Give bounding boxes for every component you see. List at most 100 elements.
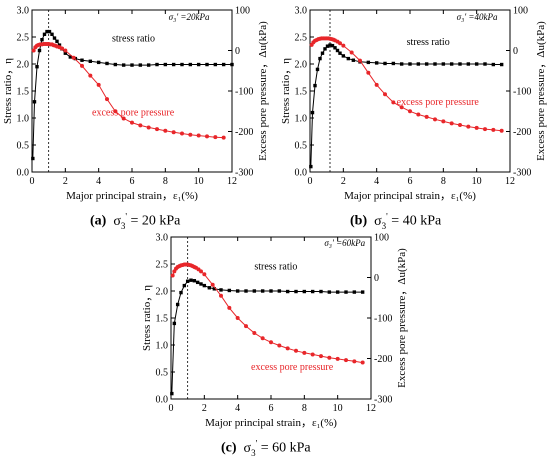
pore-pressure-point <box>163 128 168 133</box>
y2-tick-label: 100 <box>235 6 250 17</box>
caption-c: (c) σ3' = 60 kPa <box>221 438 311 457</box>
pore-pressure-point <box>199 269 203 274</box>
pore-pressure-point <box>252 330 257 335</box>
pore-pressure-point <box>196 133 201 138</box>
stress-ratio-point <box>37 48 42 53</box>
pore-pressure-point <box>235 316 240 320</box>
stress-ratio-point <box>374 61 379 65</box>
stress-ratio-point <box>57 43 62 47</box>
pore-pressure-point <box>310 352 315 357</box>
stress-ratio-point <box>441 62 446 66</box>
pore-pressure-point <box>366 70 371 75</box>
stress-ratio-point <box>351 58 356 62</box>
caption-b-sigma: σ3' <box>374 211 388 231</box>
pore-pressure-point <box>358 58 362 63</box>
stress-ratio-point <box>170 391 174 396</box>
stress-ratio-point <box>202 283 207 288</box>
y-tick-label: 1.0 <box>295 114 308 125</box>
stress-ratio-point <box>179 290 183 295</box>
plot-frame <box>309 9 511 173</box>
pore-pressure-point <box>180 131 184 136</box>
x-tick-label: 4 <box>235 403 240 414</box>
caption-b-label: (b) <box>350 213 368 229</box>
pore-pressure-point <box>105 97 109 102</box>
y2-axis-title: Excess pore pressure，Δu(kPa) <box>396 248 408 388</box>
stress-ratio-line <box>310 44 502 167</box>
stress-ratio-point <box>146 63 151 67</box>
pore-pressure-point <box>60 46 64 51</box>
y-tick-label: 1.5 <box>17 87 30 98</box>
stress-ratio-point <box>294 289 298 294</box>
stress-ratio-point <box>310 289 315 294</box>
stress-ratio-point <box>227 288 232 293</box>
pore-pressure-point <box>205 134 209 139</box>
stress-ratio-point <box>360 290 365 294</box>
y2-axis-title: Excess pore pressure，Δu(kPa) <box>257 21 269 161</box>
stress-ratio-point <box>346 56 351 61</box>
y-tick-label: 2.5 <box>156 260 169 271</box>
stress-ratio-label: stress ratio <box>254 261 297 272</box>
stress-ratio-point <box>310 110 315 115</box>
y-axis-title: Stress ratio，η <box>2 58 14 124</box>
stress-ratio-point <box>458 62 462 66</box>
stress-ratio-point <box>45 29 49 34</box>
stress-ratio-point <box>277 289 282 293</box>
stress-ratio-point <box>219 288 223 292</box>
stress-ratio-point <box>341 54 346 58</box>
stress-ratio-point <box>88 59 93 63</box>
stress-ratio-point <box>188 62 193 67</box>
y-tick-label: 1.5 <box>295 87 308 98</box>
stress-ratio-point <box>130 63 134 67</box>
caption-c-sigma: σ3' <box>243 438 258 457</box>
pore-pressure-point <box>221 135 226 140</box>
x-tick-label: 4 <box>374 176 379 187</box>
stress-ratio-point <box>235 289 240 293</box>
x-tick-label: 8 <box>441 176 446 187</box>
stress-ratio-point <box>424 62 429 66</box>
stress-ratio-point <box>391 61 396 66</box>
x-tick-label: 12 <box>505 176 515 187</box>
stress-ratio-point <box>205 62 209 67</box>
stress-ratio-point <box>50 32 54 36</box>
x-tick-label: 0 <box>308 176 313 187</box>
x-tick-label: 6 <box>269 403 274 414</box>
y2-tick-label: 100 <box>374 233 389 244</box>
stress-ratio-point <box>171 62 176 67</box>
stress-ratio-point <box>499 62 504 67</box>
stress-ratio-point <box>172 321 177 326</box>
y-tick-label: 1.0 <box>17 114 30 125</box>
stress-ratio-point <box>182 283 187 288</box>
caption-c-label: (c) <box>221 440 237 456</box>
stress-ratio-point <box>80 58 84 62</box>
pore-pressure-point <box>483 127 487 132</box>
caption-a-sigma: σ3' <box>113 211 127 231</box>
y2-tick-label: 0 <box>235 46 240 57</box>
pore-pressure-point <box>210 282 215 287</box>
pore-pressure-point <box>80 63 84 68</box>
pore-pressure-point <box>219 293 223 298</box>
pore-pressure-point <box>441 119 446 124</box>
pore-pressure-point <box>466 124 471 129</box>
pore-pressure-point <box>171 130 176 135</box>
y2-tick-label: 0 <box>374 273 379 284</box>
stress-ratio-point <box>199 282 203 286</box>
stress-ratio-point <box>416 62 421 66</box>
pore-pressure-point <box>449 121 454 126</box>
pore-pressure-label: excess pore pressure <box>397 97 480 108</box>
stress-ratio-point <box>180 62 184 67</box>
stress-ratio-point <box>96 60 101 65</box>
y2-axis-title: Excess pore pressure，Δu(kPa) <box>535 21 547 161</box>
y2-tick-label: 100 <box>513 6 528 17</box>
x-tick-label: 10 <box>333 403 343 414</box>
y2-tick-label: -100 <box>374 314 392 325</box>
stress-ratio-line <box>32 31 232 159</box>
x-tick-label: 2 <box>341 176 346 187</box>
stress-ratio-point <box>466 62 471 66</box>
stress-ratio-point <box>313 83 317 88</box>
y-tick-label: 0.5 <box>156 368 169 379</box>
stress-ratio-point <box>113 62 118 67</box>
y2-tick-label: -200 <box>513 127 531 138</box>
y2-tick-label: -300 <box>513 168 531 179</box>
stress-ratio-point <box>449 62 454 66</box>
